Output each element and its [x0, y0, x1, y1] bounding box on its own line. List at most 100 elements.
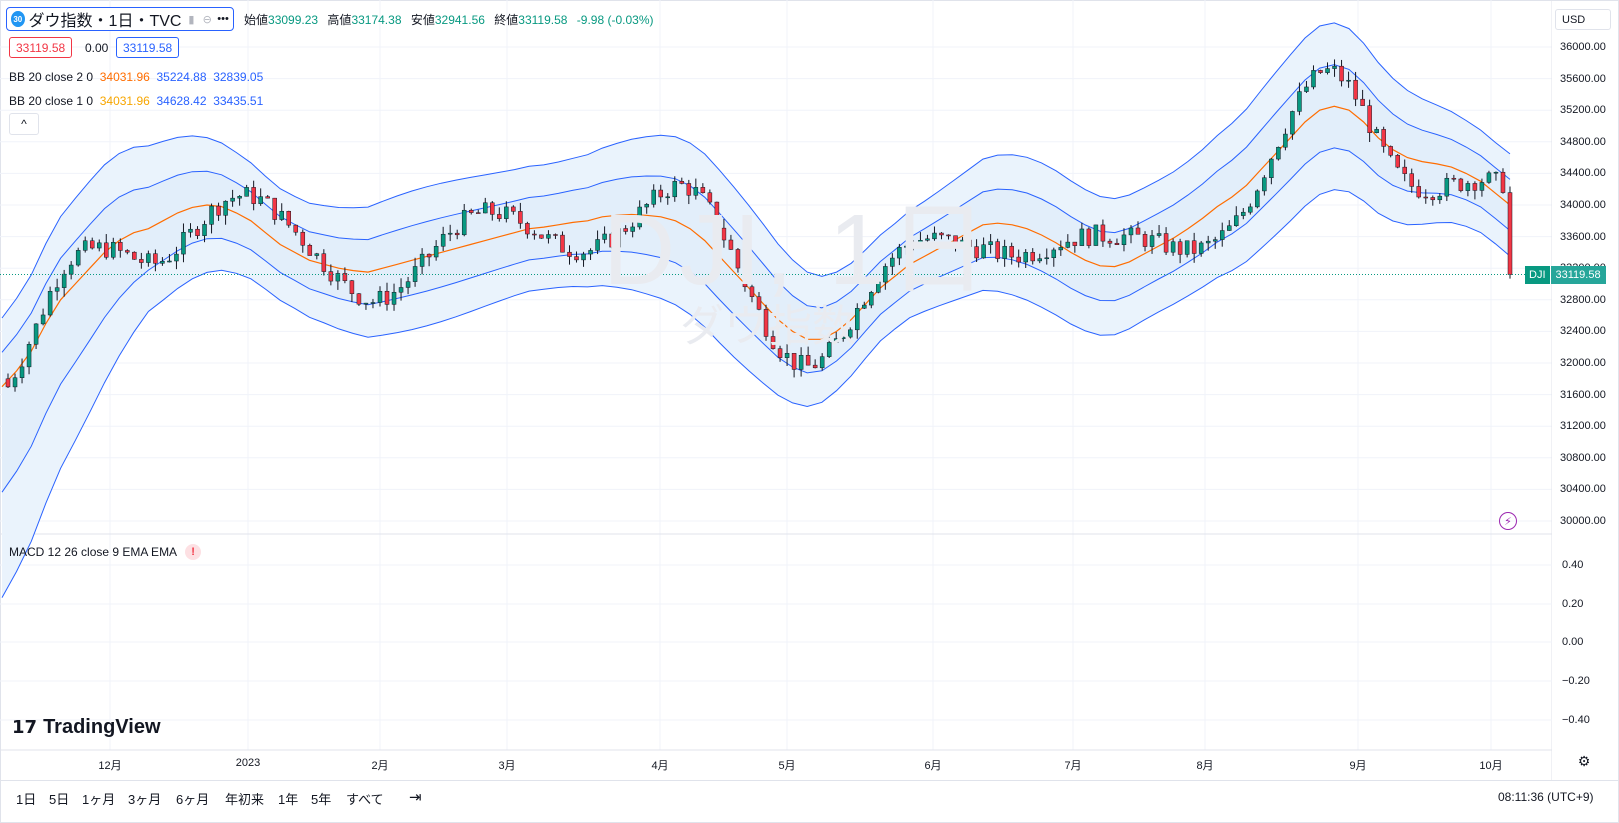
candle-body [1227, 225, 1232, 231]
candle-body [1009, 246, 1014, 258]
candle-body [890, 257, 895, 267]
collapse-legend-button[interactable]: ^ [9, 113, 39, 135]
low-value: 32941.56 [434, 13, 485, 27]
range-button[interactable]: すべて [346, 792, 384, 807]
candle-body [125, 250, 130, 253]
candle-body [118, 241, 123, 251]
candle-body [826, 342, 832, 357]
range-button[interactable]: 6ヶ月 [176, 792, 210, 807]
bb1-legend[interactable]: BB 20 close 1 0 34031.96 34628.42 33435.… [9, 94, 263, 108]
candle-body [1156, 233, 1162, 236]
candle-body [195, 228, 200, 236]
candle-body [511, 206, 516, 212]
symbol-title[interactable]: ダウ指数・1日・TVC [28, 13, 182, 30]
candle-body [995, 241, 1000, 259]
lightning-icon[interactable]: ⚡ [1499, 512, 1517, 530]
range-button[interactable]: 5日 [49, 792, 70, 807]
time-label: 8月 [1196, 760, 1214, 772]
candle-body [953, 235, 958, 248]
high-value: 33174.38 [351, 13, 402, 27]
bb2-legend[interactable]: BB 20 close 2 0 34031.96 35224.88 32839.… [9, 70, 263, 84]
candle-body [1430, 197, 1436, 201]
date-range-icon[interactable]: ⇥ [409, 789, 422, 806]
candle-body [1339, 65, 1344, 82]
range-button[interactable]: 年初来 [225, 792, 265, 807]
candle-body [426, 253, 432, 258]
candle-body [1044, 257, 1050, 260]
candle-body [574, 256, 579, 261]
change-value: -9.98 (-0.03%) [576, 13, 654, 27]
candle-body [497, 214, 502, 219]
more-icon[interactable]: ••• [217, 13, 229, 25]
candle-body [960, 239, 965, 248]
tradingview-logo[interactable]: 𝟭𝟳 TradingView [12, 716, 161, 739]
candle-body [784, 353, 790, 358]
flag-icon[interactable]: ▮ [188, 13, 195, 26]
bb1-fill [2, 64, 1510, 493]
candle-body [47, 291, 53, 316]
candle-body [209, 205, 214, 225]
candle-body [925, 238, 930, 241]
candle-body [876, 281, 881, 293]
candle-body [1205, 240, 1211, 244]
candle-body [700, 187, 706, 193]
compare-icon[interactable]: ⊖ [202, 13, 212, 26]
price-tick: 35200.00 [1560, 104, 1606, 117]
range-button[interactable]: 1年 [278, 792, 299, 807]
range-button[interactable]: 3ヶ月 [128, 792, 162, 807]
candle-body [546, 234, 551, 239]
candle-body [1191, 240, 1197, 254]
bb1-lower: 33435.51 [213, 94, 264, 108]
clock[interactable]: 08:11:36 (UTC+9) [1498, 790, 1594, 804]
buy-button[interactable]: 33119.58 [116, 37, 180, 58]
candle-body [504, 206, 509, 219]
time-label: 9月 [1349, 760, 1367, 772]
candle-body [967, 239, 972, 247]
candle-body [1409, 173, 1414, 187]
candle-body [202, 224, 207, 236]
sell-button[interactable]: 33119.58 [9, 37, 73, 58]
candle-body [328, 271, 334, 282]
candle-body [1100, 224, 1106, 242]
macd-tick: 0.40 [1562, 559, 1584, 571]
candle-body [1423, 196, 1429, 199]
currency-button[interactable]: USD [1555, 9, 1611, 30]
candle-body [981, 244, 986, 259]
candle-body [33, 323, 39, 345]
candle-body [756, 296, 762, 310]
range-button[interactable]: 1ヶ月 [82, 792, 116, 807]
time-label: 5月 [778, 760, 796, 772]
bb2-upper-line [1, 22, 1511, 319]
candle-body [384, 290, 390, 305]
bb2-lower: 32839.05 [213, 70, 264, 84]
macd-tick: −0.40 [1562, 714, 1590, 726]
candle-body [314, 253, 320, 256]
candle-body [1500, 171, 1506, 193]
bb-basis-line [1, 105, 1511, 388]
close-label: 終値 [494, 13, 519, 27]
symbol-watermark: DJI, 1日 [603, 194, 993, 306]
symbol-watermark-name: ダウ指数 [680, 302, 856, 351]
candle-body [1234, 215, 1239, 226]
warning-icon[interactable]: ! [185, 544, 202, 560]
candle-body [763, 309, 769, 337]
bb1-lower-line [1, 147, 1511, 493]
price-tick: 30800.00 [1560, 451, 1606, 464]
symbol-search[interactable]: 30 ダウ指数・1日・TVC ▮ ⊖ ••• [6, 7, 234, 31]
range-button[interactable]: 1日 [16, 792, 37, 807]
bottom-toolbar [0, 780, 1619, 818]
candle-body [1212, 239, 1218, 242]
price-tick: 34800.00 [1560, 135, 1606, 148]
candle-body [1269, 158, 1274, 178]
candle-body [651, 189, 656, 205]
chart-area[interactable] [0, 0, 1552, 780]
candle-body [1388, 146, 1393, 156]
candle-body [679, 181, 685, 184]
time-label: 7月 [1064, 760, 1082, 772]
gear-icon[interactable]: ⚙ [1577, 752, 1591, 769]
candle-body [798, 355, 804, 370]
price-tick: 31600.00 [1560, 388, 1606, 401]
macd-legend[interactable]: MACD 12 26 close 9 EMA EMA ! [9, 544, 202, 560]
candle-body [623, 228, 628, 232]
range-button[interactable]: 5年 [311, 792, 332, 807]
